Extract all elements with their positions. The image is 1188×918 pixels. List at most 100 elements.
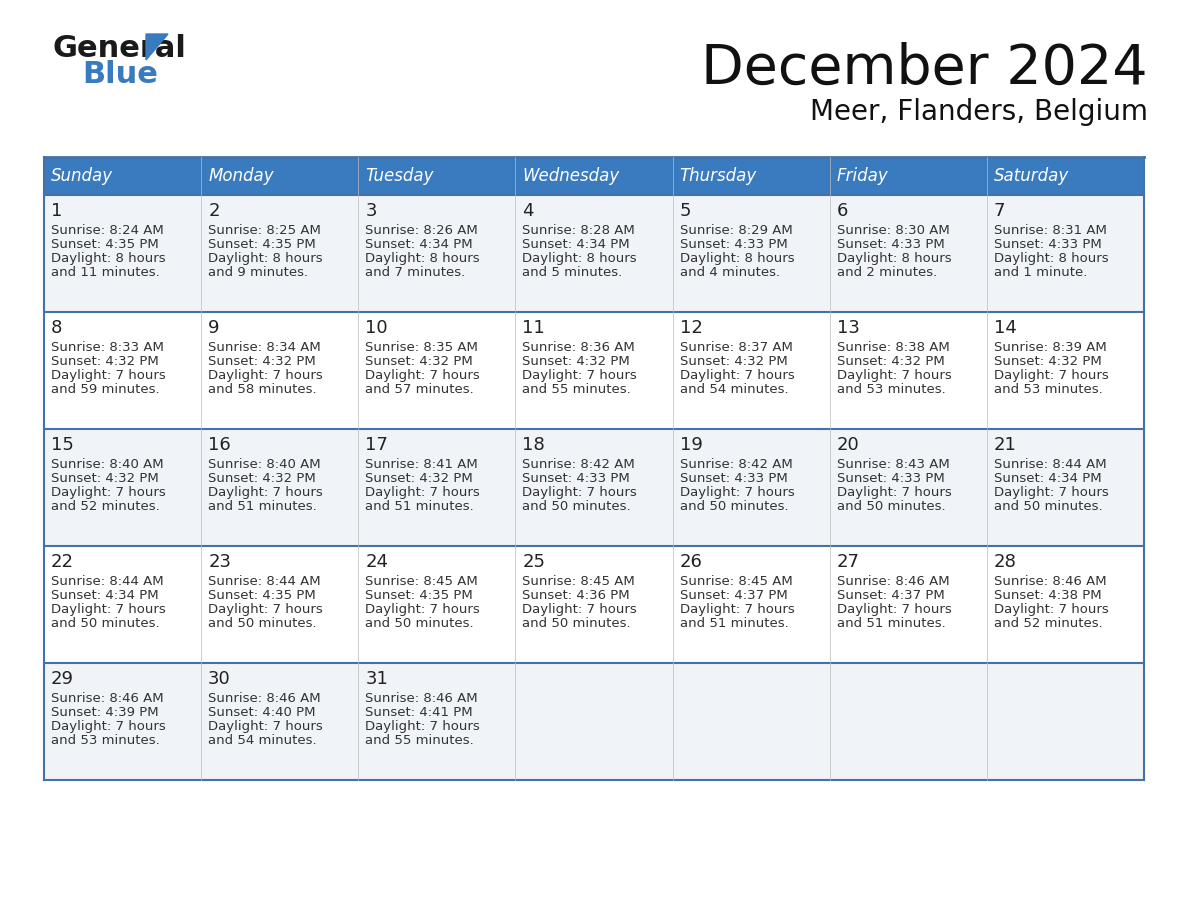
Text: and 50 minutes.: and 50 minutes. [680,500,788,513]
Text: Daylight: 7 hours: Daylight: 7 hours [680,486,795,499]
Text: Sunset: 4:35 PM: Sunset: 4:35 PM [208,238,316,251]
Text: Sunrise: 8:33 AM: Sunrise: 8:33 AM [51,341,164,354]
Text: and 50 minutes.: and 50 minutes. [365,617,474,630]
Bar [44,546,1144,663]
Text: and 11 minutes.: and 11 minutes. [51,266,159,279]
Text: Sunset: 4:34 PM: Sunset: 4:34 PM [365,238,473,251]
Text: 4: 4 [523,202,533,220]
Text: 17: 17 [365,436,388,454]
Text: and 51 minutes.: and 51 minutes. [208,500,317,513]
Text: Sunset: 4:32 PM: Sunset: 4:32 PM [994,355,1101,368]
Text: Sunrise: 8:42 AM: Sunrise: 8:42 AM [523,458,636,471]
Text: Sunrise: 8:26 AM: Sunrise: 8:26 AM [365,224,478,237]
Text: Sunset: 4:32 PM: Sunset: 4:32 PM [365,472,473,485]
Text: Daylight: 8 hours: Daylight: 8 hours [208,252,323,265]
Text: Sunrise: 8:31 AM: Sunrise: 8:31 AM [994,224,1107,237]
Text: Sunset: 4:32 PM: Sunset: 4:32 PM [523,355,630,368]
Text: Sunrise: 8:46 AM: Sunrise: 8:46 AM [994,575,1106,588]
Bar [201,157,359,195]
Text: Sunset: 4:34 PM: Sunset: 4:34 PM [51,589,159,602]
Text: and 50 minutes.: and 50 minutes. [208,617,317,630]
Text: Sunrise: 8:42 AM: Sunrise: 8:42 AM [680,458,792,471]
Text: 16: 16 [208,436,230,454]
Text: and 2 minutes.: and 2 minutes. [836,266,937,279]
Bar [672,157,829,195]
Text: and 9 minutes.: and 9 minutes. [208,266,308,279]
Text: Daylight: 7 hours: Daylight: 7 hours [836,486,952,499]
Text: Daylight: 7 hours: Daylight: 7 hours [365,486,480,499]
Text: Daylight: 7 hours: Daylight: 7 hours [994,603,1108,616]
Bar [829,157,987,195]
Text: and 52 minutes.: and 52 minutes. [994,617,1102,630]
Text: and 4 minutes.: and 4 minutes. [680,266,779,279]
Text: Daylight: 7 hours: Daylight: 7 hours [523,603,637,616]
Text: Daylight: 7 hours: Daylight: 7 hours [523,369,637,382]
Text: and 59 minutes.: and 59 minutes. [51,383,159,396]
Text: Sunset: 4:32 PM: Sunset: 4:32 PM [836,355,944,368]
Text: Sunrise: 8:45 AM: Sunrise: 8:45 AM [680,575,792,588]
Text: Daylight: 7 hours: Daylight: 7 hours [51,486,166,499]
Text: and 58 minutes.: and 58 minutes. [208,383,317,396]
Text: 7: 7 [994,202,1005,220]
Text: Sunset: 4:36 PM: Sunset: 4:36 PM [523,589,630,602]
Text: Daylight: 7 hours: Daylight: 7 hours [51,369,166,382]
Text: 18: 18 [523,436,545,454]
Text: 5: 5 [680,202,691,220]
Text: Sunrise: 8:46 AM: Sunrise: 8:46 AM [208,692,321,705]
Text: and 50 minutes.: and 50 minutes. [523,500,631,513]
Text: and 53 minutes.: and 53 minutes. [51,734,159,747]
Text: Sunset: 4:32 PM: Sunset: 4:32 PM [680,355,788,368]
Text: 13: 13 [836,319,860,337]
Text: Daylight: 8 hours: Daylight: 8 hours [836,252,952,265]
Text: Sunset: 4:34 PM: Sunset: 4:34 PM [994,472,1101,485]
Text: Sunrise: 8:41 AM: Sunrise: 8:41 AM [365,458,478,471]
Text: Sunrise: 8:46 AM: Sunrise: 8:46 AM [51,692,164,705]
Text: Daylight: 7 hours: Daylight: 7 hours [680,369,795,382]
Text: and 51 minutes.: and 51 minutes. [365,500,474,513]
Text: and 57 minutes.: and 57 minutes. [365,383,474,396]
Bar [44,195,1144,312]
Text: and 50 minutes.: and 50 minutes. [523,617,631,630]
Text: 15: 15 [51,436,74,454]
Text: Daylight: 7 hours: Daylight: 7 hours [365,369,480,382]
Text: Daylight: 7 hours: Daylight: 7 hours [208,486,323,499]
Text: Daylight: 7 hours: Daylight: 7 hours [836,603,952,616]
Text: General: General [52,34,185,63]
Text: Sunset: 4:33 PM: Sunset: 4:33 PM [994,238,1101,251]
Text: Daylight: 7 hours: Daylight: 7 hours [51,720,166,733]
Text: Sunrise: 8:45 AM: Sunrise: 8:45 AM [365,575,478,588]
Text: Sunset: 4:41 PM: Sunset: 4:41 PM [365,706,473,719]
Text: 30: 30 [208,670,230,688]
Text: 12: 12 [680,319,702,337]
Polygon shape [146,34,168,60]
Text: Daylight: 7 hours: Daylight: 7 hours [51,603,166,616]
Text: Sunrise: 8:25 AM: Sunrise: 8:25 AM [208,224,321,237]
Text: Sunrise: 8:24 AM: Sunrise: 8:24 AM [51,224,164,237]
Text: Sunset: 4:32 PM: Sunset: 4:32 PM [208,472,316,485]
Text: Sunrise: 8:43 AM: Sunrise: 8:43 AM [836,458,949,471]
Text: Daylight: 7 hours: Daylight: 7 hours [208,369,323,382]
Text: Daylight: 7 hours: Daylight: 7 hours [365,603,480,616]
Text: Sunset: 4:38 PM: Sunset: 4:38 PM [994,589,1101,602]
Text: and 55 minutes.: and 55 minutes. [523,383,631,396]
Text: and 50 minutes.: and 50 minutes. [51,617,159,630]
Text: 19: 19 [680,436,702,454]
Text: Sunrise: 8:44 AM: Sunrise: 8:44 AM [51,575,164,588]
Text: 21: 21 [994,436,1017,454]
Text: and 52 minutes.: and 52 minutes. [51,500,159,513]
Text: Monday: Monday [208,167,273,185]
Text: Sunset: 4:35 PM: Sunset: 4:35 PM [365,589,473,602]
Text: Sunset: 4:35 PM: Sunset: 4:35 PM [208,589,316,602]
Text: Daylight: 7 hours: Daylight: 7 hours [208,720,323,733]
Text: Sunrise: 8:35 AM: Sunrise: 8:35 AM [365,341,478,354]
Text: and 50 minutes.: and 50 minutes. [994,500,1102,513]
Text: Daylight: 7 hours: Daylight: 7 hours [680,603,795,616]
Text: 2: 2 [208,202,220,220]
Text: Sunset: 4:33 PM: Sunset: 4:33 PM [836,238,944,251]
Text: Sunrise: 8:36 AM: Sunrise: 8:36 AM [523,341,636,354]
Text: 26: 26 [680,553,702,571]
Text: Sunrise: 8:46 AM: Sunrise: 8:46 AM [836,575,949,588]
Text: 29: 29 [51,670,74,688]
Text: 23: 23 [208,553,232,571]
Text: 1: 1 [51,202,63,220]
